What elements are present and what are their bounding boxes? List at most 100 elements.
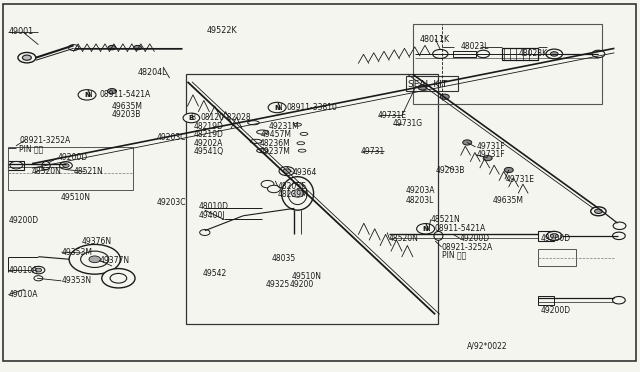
Circle shape xyxy=(291,190,304,197)
Text: 48219D: 48219D xyxy=(193,130,223,139)
Text: 48236M: 48236M xyxy=(260,139,291,148)
Text: 48521N: 48521N xyxy=(74,167,103,176)
Text: 08911-5421A: 08911-5421A xyxy=(435,224,486,233)
Text: 49731F: 49731F xyxy=(477,150,506,159)
Text: 49200D: 49200D xyxy=(58,153,88,162)
Text: 08921-3252A: 08921-3252A xyxy=(19,136,70,145)
Text: N: N xyxy=(276,103,282,112)
Bar xyxy=(406,76,458,91)
Text: 49203B: 49203B xyxy=(435,166,465,174)
Text: 49200D: 49200D xyxy=(8,217,38,225)
Text: 49231M: 49231M xyxy=(269,122,300,131)
Text: 49203B: 49203B xyxy=(112,110,141,119)
Circle shape xyxy=(78,90,96,100)
Circle shape xyxy=(89,256,100,263)
Text: 49325: 49325 xyxy=(266,280,290,289)
Text: 49457M: 49457M xyxy=(261,130,292,139)
Circle shape xyxy=(108,45,116,50)
Text: 49635M: 49635M xyxy=(493,196,524,205)
Ellipse shape xyxy=(282,177,314,210)
Circle shape xyxy=(68,45,79,51)
Text: 49200D: 49200D xyxy=(460,234,490,243)
Text: 48520N: 48520N xyxy=(389,234,419,243)
Text: 49237M: 49237M xyxy=(260,147,291,156)
Text: 49364: 49364 xyxy=(292,168,317,177)
Circle shape xyxy=(183,113,200,123)
Text: 49731F: 49731F xyxy=(477,142,506,151)
Text: 49635M: 49635M xyxy=(112,102,143,110)
Text: 48203L: 48203L xyxy=(406,196,434,205)
Text: 49010A: 49010A xyxy=(8,266,38,275)
Text: 49200: 49200 xyxy=(289,280,314,289)
Text: 08921-3252A: 08921-3252A xyxy=(442,243,493,251)
Circle shape xyxy=(134,45,141,50)
Circle shape xyxy=(268,102,286,113)
Ellipse shape xyxy=(257,130,268,134)
Circle shape xyxy=(32,266,45,274)
Circle shape xyxy=(477,50,490,58)
Circle shape xyxy=(433,49,448,58)
Circle shape xyxy=(279,167,294,176)
Ellipse shape xyxy=(434,231,443,240)
Circle shape xyxy=(110,273,127,283)
Text: 48219D: 48219D xyxy=(193,122,223,131)
Circle shape xyxy=(69,244,120,274)
Ellipse shape xyxy=(42,161,50,170)
Text: B: B xyxy=(189,115,194,121)
Circle shape xyxy=(35,268,42,272)
Circle shape xyxy=(108,89,116,94)
Circle shape xyxy=(60,162,72,169)
Circle shape xyxy=(10,161,23,169)
Text: 49731G: 49731G xyxy=(393,119,423,128)
Bar xyxy=(502,48,538,60)
Circle shape xyxy=(200,230,210,235)
Text: 48239M: 48239M xyxy=(278,190,308,199)
Text: N: N xyxy=(422,226,429,232)
Text: 08120-82028: 08120-82028 xyxy=(200,113,251,122)
Bar xyxy=(538,249,576,266)
Text: SEAL KIT: SEAL KIT xyxy=(408,80,447,89)
Text: 49203A: 49203A xyxy=(406,186,435,195)
Text: N: N xyxy=(425,224,430,233)
Circle shape xyxy=(546,49,563,59)
Circle shape xyxy=(595,209,602,214)
Text: 49353N: 49353N xyxy=(61,276,92,285)
Text: 49203C: 49203C xyxy=(157,198,186,207)
Ellipse shape xyxy=(297,142,305,145)
Text: A/92*0022: A/92*0022 xyxy=(467,341,508,350)
Text: 08911-33810: 08911-33810 xyxy=(287,103,337,112)
Text: N: N xyxy=(274,105,280,110)
Circle shape xyxy=(612,296,625,304)
Text: 49010A: 49010A xyxy=(8,290,38,299)
Text: 48520N: 48520N xyxy=(32,167,62,176)
Text: 49510N: 49510N xyxy=(291,272,321,281)
Text: 48011K: 48011K xyxy=(419,35,449,44)
Text: 49542: 49542 xyxy=(203,269,227,278)
Bar xyxy=(8,147,133,190)
Text: 48205E: 48205E xyxy=(278,182,307,191)
Text: 49200D: 49200D xyxy=(541,234,571,243)
Text: PIN ピン: PIN ピン xyxy=(19,144,44,153)
Text: 49376N: 49376N xyxy=(82,237,112,246)
Text: PIN ピン: PIN ピン xyxy=(442,251,466,260)
Text: 49200D: 49200D xyxy=(541,306,571,315)
Bar xyxy=(538,231,554,241)
Text: 49001: 49001 xyxy=(8,27,33,36)
Text: 49353M: 49353M xyxy=(61,248,92,257)
Circle shape xyxy=(261,180,274,188)
Circle shape xyxy=(591,207,606,216)
Ellipse shape xyxy=(300,132,308,135)
Circle shape xyxy=(483,155,492,161)
Circle shape xyxy=(81,251,109,267)
Text: 49510N: 49510N xyxy=(61,193,91,202)
Circle shape xyxy=(22,55,31,60)
Text: 48204L: 48204L xyxy=(138,68,167,77)
Ellipse shape xyxy=(257,148,268,153)
Circle shape xyxy=(504,167,513,173)
Ellipse shape xyxy=(248,121,259,125)
Text: N: N xyxy=(86,90,92,99)
Text: 48023L: 48023L xyxy=(461,42,489,51)
Circle shape xyxy=(417,224,435,234)
Text: B: B xyxy=(191,113,196,122)
Text: 48023K: 48023K xyxy=(518,49,548,58)
